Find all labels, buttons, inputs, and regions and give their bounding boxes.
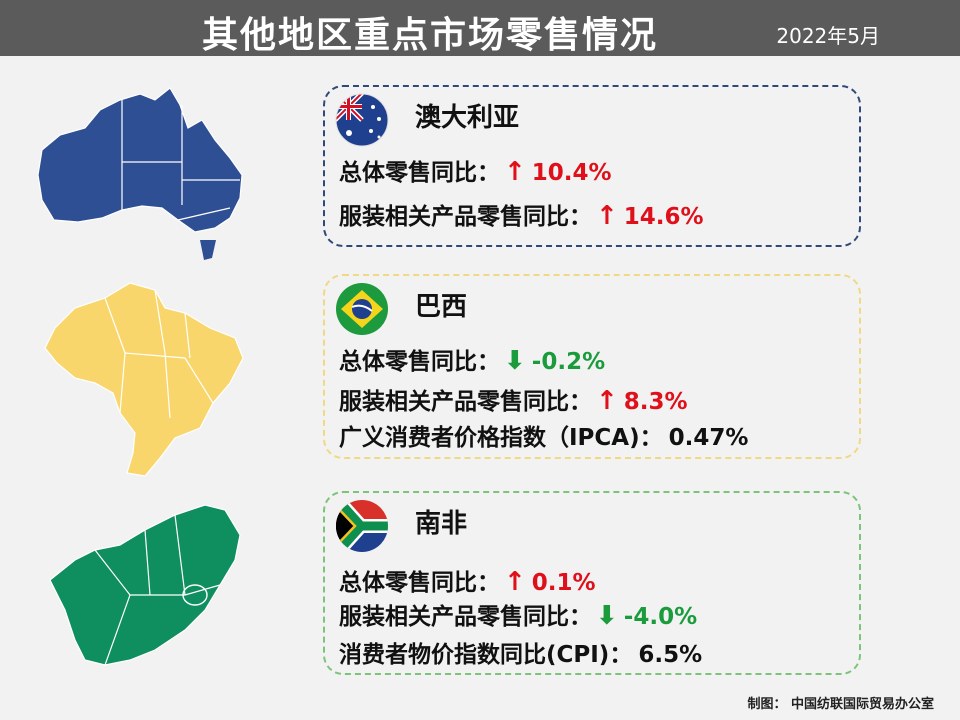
page-title: 其他地区重点市场零售情况 xyxy=(201,15,658,56)
brazil-map xyxy=(44,282,244,477)
metric-value: -0.2% xyxy=(531,349,606,375)
metric-label: 总体零售同比： xyxy=(339,160,500,186)
brazil-ipca-line: 广义消费者价格指数（IPCA)： 0.47% xyxy=(339,418,748,452)
metric-value: 0.47% xyxy=(668,425,749,451)
metric-value: 10.4% xyxy=(531,160,612,186)
arrow-down-icon: ⬇ xyxy=(596,601,618,631)
country-name-brazil: 巴西 xyxy=(415,292,468,322)
arrow-up-icon: ↑ xyxy=(504,567,526,597)
arrow-up-icon: ↑ xyxy=(596,201,618,231)
south-africa-cpi-line: 消费者物价指数同比(CPI)： 6.5% xyxy=(339,635,702,669)
brazil-apparel-line: 服装相关产品零售同比： ↑ 8.3% xyxy=(339,382,688,416)
metric-label: 服装相关产品零售同比： xyxy=(339,389,592,415)
south-africa-apparel-line: 服装相关产品零售同比： ⬇ -4.0% xyxy=(339,597,697,631)
metric-label: 总体零售同比： xyxy=(339,570,500,596)
metric-label: 消费者物价指数同比(CPI)： xyxy=(339,642,633,668)
south-africa-card: 南非 总体零售同比： ↑ 0.1% 服装相关产品零售同比： ⬇ -4.0% 消费者物价指… xyxy=(323,491,861,675)
metric-value: 8.3% xyxy=(623,389,688,415)
australia-card: 澳大利亚 总体零售同比： ↑ 10.4% 服装相关产品零售同比： ↑ 14.6% xyxy=(323,85,861,247)
south-africa-retail-line: 总体零售同比： ↑ 0.1% xyxy=(339,563,596,597)
metric-label: 总体零售同比： xyxy=(339,349,500,375)
australia-apparel-line: 服装相关产品零售同比： ↑ 14.6% xyxy=(339,197,704,231)
arrow-up-icon: ↑ xyxy=(504,157,526,187)
metric-label: 服装相关产品零售同比： xyxy=(339,204,592,230)
south-africa-flag-icon xyxy=(336,500,388,552)
brazil-retail-line: 总体零售同比： ⬇ -0.2% xyxy=(339,342,605,376)
metric-label: 广义消费者价格指数（IPCA)： xyxy=(339,425,663,451)
south-africa-map xyxy=(49,504,241,666)
australia-map xyxy=(37,87,243,260)
country-name-australia: 澳大利亚 xyxy=(415,103,520,133)
australia-retail-line: 总体零售同比： ↑ 10.4% xyxy=(339,153,612,187)
report-date: 2022年5月 xyxy=(776,24,880,48)
footer-credit: 制图： 中国纺联国际贸易办公室 xyxy=(747,697,934,712)
arrow-down-icon: ⬇ xyxy=(504,346,526,376)
metric-value: -4.0% xyxy=(623,604,698,630)
country-name-south-africa: 南非 xyxy=(415,509,468,539)
australia-flag-icon xyxy=(335,93,389,147)
header-bar: 其他地区重点市场零售情况 2022年5月 xyxy=(0,0,960,56)
brazil-card: 巴西 总体零售同比： ⬇ -0.2% 服装相关产品零售同比： ↑ 8.3% 广义消费者价… xyxy=(323,274,861,459)
arrow-up-icon: ↑ xyxy=(596,386,618,416)
metric-value: 0.1% xyxy=(531,570,596,596)
metric-value: 14.6% xyxy=(623,204,704,230)
metric-value: 6.5% xyxy=(638,642,703,668)
metric-label: 服装相关产品零售同比： xyxy=(339,604,592,630)
brazil-flag-icon xyxy=(336,283,388,335)
